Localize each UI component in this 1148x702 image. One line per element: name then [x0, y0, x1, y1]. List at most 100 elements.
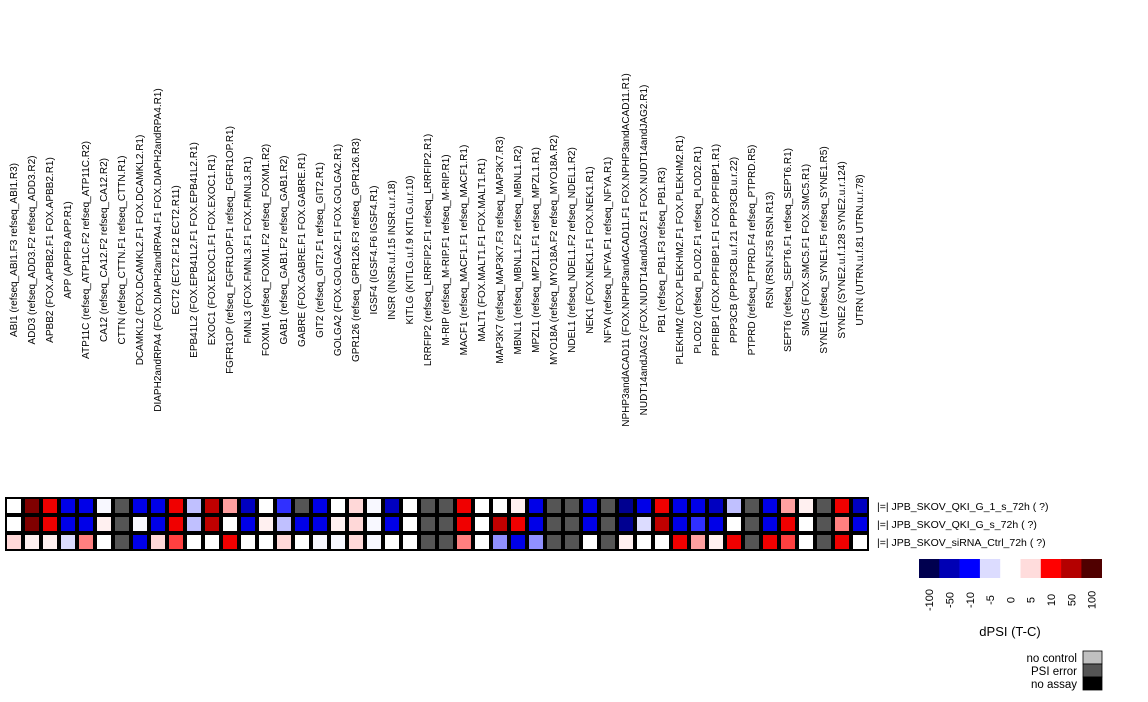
heatmap-cell — [707, 533, 725, 551]
heatmap-cell — [437, 533, 455, 551]
heatmap-cell — [185, 533, 203, 551]
status-swatch — [1082, 676, 1103, 691]
heatmap-cell — [293, 533, 311, 551]
column-label: PLOD2 (refseq_PLOD2.F1 refseq_PLOD2.R1) — [693, 146, 704, 353]
column-labels: ABI1 (refseq_ABI1.F3 refseq_ABI1.R3) ADD3… — [9, 73, 866, 426]
column-label: PTPRD (refseq_PTPRD.F4 refseq_PTPRD.R5) — [747, 145, 758, 356]
heatmap-cell — [653, 515, 671, 533]
heatmap-cell — [239, 515, 257, 533]
colorbar-swatch — [1081, 559, 1102, 578]
colorbar-swatch — [959, 559, 981, 578]
heatmap-cell — [455, 533, 473, 551]
column-label: ADD3 (refseq_ADD3.F2 refseq_ADD3.R2) — [27, 156, 38, 345]
heatmap-cell — [221, 515, 239, 533]
colorbar-tick-label: 10 — [1046, 594, 1058, 606]
heatmap-cell — [311, 497, 329, 515]
colorbar-tick-label: -50 — [944, 592, 956, 608]
heatmap-cell — [779, 533, 797, 551]
row-label: |=| JPB_SKOV_siRNA_Ctrl_72h ( ?) — [877, 537, 1046, 549]
heatmap-cell — [437, 515, 455, 533]
column-label: SEPT6 (refseq_SEPT6.F1 refseq_SEPT6.R1) — [783, 148, 794, 352]
colorbar: -100 -50 -10 -5 0 5 10 50 100 — [919, 559, 1102, 611]
heatmap-cell — [329, 497, 347, 515]
heatmap-cell — [707, 497, 725, 515]
column-label: MYO18A (refseq_MYO18A.F2 refseq_MYO18A.R… — [549, 135, 560, 365]
heatmap-cell — [761, 497, 779, 515]
heatmap-cell — [95, 533, 113, 551]
heatmap-cell — [545, 515, 563, 533]
heatmap-cell — [185, 497, 203, 515]
heatmap-cell — [131, 497, 149, 515]
column-label: MBNL1 (refseq_MBNL1.F2 refseq_MBNL1.R2) — [513, 146, 524, 355]
heatmap-cell — [383, 497, 401, 515]
column-label: DCAMKL2 (FOX.DCAMKL2.F1 FOX.DCAMKL2.R1) — [135, 135, 146, 366]
heatmap-cell — [419, 497, 437, 515]
heatmap-cell — [311, 515, 329, 533]
heatmap-cell — [77, 497, 95, 515]
heatmap-cell — [311, 533, 329, 551]
heatmap-cell — [293, 515, 311, 533]
heatmap-cell — [599, 515, 617, 533]
column-label: PPP3CB (PPP3CB.u.f.21 PPP3CB.u.r.22) — [729, 157, 740, 343]
heatmap-cell — [527, 515, 545, 533]
heatmap-cell — [563, 515, 581, 533]
heatmap-cell — [329, 515, 347, 533]
colorbar-swatch — [979, 559, 1001, 578]
heatmap-cell — [41, 497, 59, 515]
row-labels: |=| JPB_SKOV_QKI_G_1_s_72h ( ?) |=| JPB_S… — [877, 501, 1049, 549]
heatmap-cell — [851, 515, 869, 533]
heatmap-cell — [725, 515, 743, 533]
colorbar-tick-label: 0 — [1005, 597, 1017, 603]
heatmap-cell — [743, 497, 761, 515]
heatmap-cell — [491, 497, 509, 515]
column-label: APP (APPF9 APP.R1) — [63, 201, 74, 298]
heatmap-cell — [653, 497, 671, 515]
heatmap-cell — [689, 515, 707, 533]
heatmap-cell — [167, 497, 185, 515]
heatmap-cell — [689, 497, 707, 515]
heatmap-cell — [293, 497, 311, 515]
heatmap-cell — [743, 515, 761, 533]
heatmap-cell — [185, 515, 203, 533]
heatmap-cell — [347, 533, 365, 551]
heatmap-cell — [599, 497, 617, 515]
heatmap-cell — [401, 533, 419, 551]
heatmap-cell — [221, 497, 239, 515]
heatmap-cell — [725, 533, 743, 551]
column-label: INSR (INSR.u.f.15 INSR.u.r.18) — [387, 180, 398, 320]
heatmap-cell — [527, 497, 545, 515]
heatmap-cell — [491, 533, 509, 551]
heatmap-cell — [257, 515, 275, 533]
heatmap-cell — [365, 497, 383, 515]
colorbar-swatch — [939, 559, 960, 578]
heatmap-cell — [761, 533, 779, 551]
heatmap-cell — [419, 515, 437, 533]
heatmap-cell — [833, 533, 851, 551]
column-label: UTRN (UTRN.u.f.81 UTRN.u.r.78) — [855, 174, 866, 325]
column-label: GIT2 (refseq_GIT2.F1 refseq_GIT2.R1) — [315, 162, 326, 338]
heatmap-cell — [509, 497, 527, 515]
heatmap-cell — [113, 497, 131, 515]
heatmap-cell — [455, 497, 473, 515]
column-label: ATP11C (refseq_ATP11C.F2 refseq_ATP11C.R… — [81, 141, 92, 359]
column-label: APBB2 (FOX.APBB2.F1 FOX.APBB2.R1) — [45, 157, 56, 343]
heatmap-cell — [23, 515, 41, 533]
heatmap-cell — [491, 515, 509, 533]
heatmap-cell — [851, 533, 869, 551]
heatmap-cell — [779, 497, 797, 515]
heatmap-cell — [599, 533, 617, 551]
heatmap-cell — [167, 515, 185, 533]
heatmap-cell — [815, 533, 833, 551]
colorbar-tick-label: -10 — [965, 592, 977, 608]
heatmap-cell — [797, 497, 815, 515]
heatmap-cell — [23, 497, 41, 515]
heatmap-cell — [5, 497, 23, 515]
column-label: GPR126 (refseq_GPR126.F3 refseq_GPR126.R… — [351, 138, 362, 362]
column-label: NEK1 (FOX.NEK1.F1 FOX.NEK1.R1) — [585, 166, 596, 333]
column-label: PLEKHM2 (FOX.PLEKHM2.F1 FOX.PLEKHM2.R1) — [675, 136, 686, 365]
heatmap-cell — [707, 515, 725, 533]
heatmap-cell — [833, 515, 851, 533]
heatmap-cell — [527, 533, 545, 551]
status-label: no assay — [1031, 679, 1077, 691]
heatmap-cell — [131, 533, 149, 551]
